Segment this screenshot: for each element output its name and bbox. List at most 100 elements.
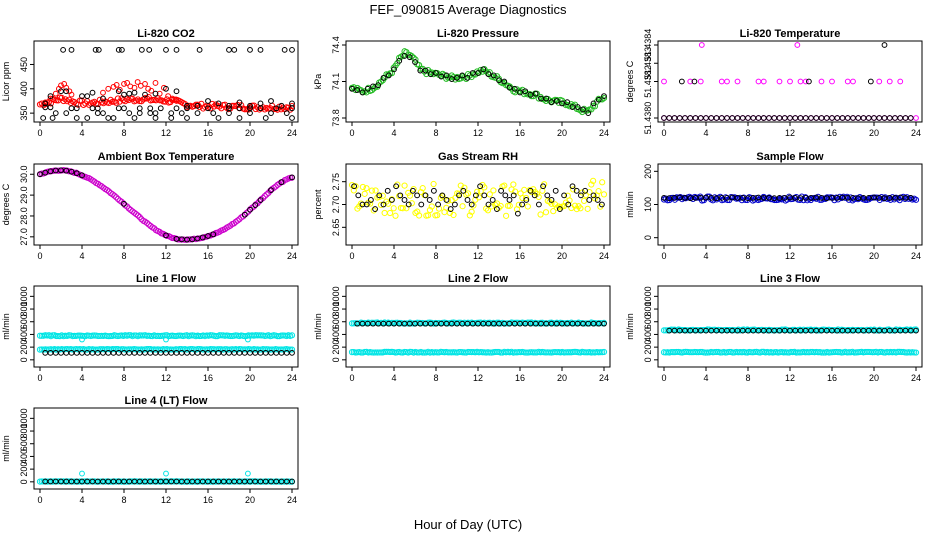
- data-point: [119, 46, 125, 53]
- data-point: [289, 349, 295, 356]
- data-point: [289, 174, 295, 181]
- data-point: [460, 187, 467, 194]
- series-layer: [660, 193, 920, 204]
- data-point: [379, 192, 386, 199]
- y-tick-label: 51.4380: [643, 102, 653, 135]
- data-point: [601, 93, 607, 99]
- x-tick-label: 12: [785, 373, 795, 383]
- data-point: [381, 209, 388, 217]
- data-point: [435, 201, 442, 208]
- x-tick-label: 24: [287, 373, 297, 383]
- data-point: [892, 115, 898, 121]
- data-point: [157, 105, 164, 112]
- data-point: [121, 81, 127, 87]
- data-point: [459, 203, 466, 210]
- data-point: [399, 205, 406, 212]
- x-tick-label: 0: [37, 495, 42, 505]
- data-point: [100, 89, 106, 96]
- data-point: [871, 115, 877, 121]
- data-point: [349, 85, 355, 92]
- panel-title: Line 4 (LT) Flow: [125, 395, 208, 407]
- data-point: [497, 202, 504, 210]
- series-layer: [36, 470, 296, 485]
- data-point: [226, 102, 232, 109]
- data-point: [876, 78, 883, 85]
- data-point: [285, 104, 292, 111]
- data-point: [600, 95, 608, 102]
- data-point: [401, 182, 408, 189]
- data-point: [95, 46, 102, 53]
- data-point: [718, 115, 725, 121]
- x-tick-label: 4: [79, 373, 84, 383]
- x-tick-label: 24: [911, 373, 921, 383]
- data-point: [661, 115, 667, 121]
- data-point: [184, 115, 190, 121]
- data-point: [595, 188, 602, 195]
- data-point: [121, 105, 127, 112]
- data-point: [401, 53, 408, 59]
- data-point: [79, 172, 85, 179]
- data-point: [288, 102, 296, 110]
- data-point: [257, 46, 264, 53]
- data-point: [410, 187, 416, 194]
- data-point: [147, 105, 154, 112]
- panel-title: Line 1 Flow: [136, 273, 196, 285]
- y-tick-label: 200: [19, 462, 29, 477]
- data-point: [913, 327, 919, 334]
- y-tick-label: 400: [643, 327, 653, 342]
- data-point: [287, 346, 294, 353]
- data-point: [729, 115, 736, 121]
- y-axis-label: kPa: [313, 74, 323, 90]
- data-point: [708, 115, 715, 121]
- data-point: [823, 115, 830, 121]
- y-tick-label: 28.0: [19, 207, 29, 225]
- data-point: [427, 71, 434, 78]
- data-point: [600, 348, 608, 356]
- x-tick-label: 8: [121, 251, 126, 261]
- data-point: [89, 89, 96, 96]
- data-point: [559, 100, 565, 107]
- data-point: [543, 95, 550, 102]
- x-tick-label: 8: [745, 128, 750, 138]
- data-point: [504, 202, 512, 209]
- data-point: [468, 208, 475, 215]
- data-point: [506, 202, 513, 209]
- x-tick-label: 20: [869, 373, 879, 383]
- x-tick-label: 4: [79, 495, 84, 505]
- data-point: [84, 115, 91, 121]
- data-point: [531, 192, 538, 199]
- x-tick-label: 4: [391, 251, 396, 261]
- data-point: [540, 183, 546, 190]
- data-point: [63, 167, 70, 174]
- data-point: [116, 86, 123, 93]
- panel-title: Line 3 Flow: [760, 273, 820, 285]
- y-axis-label: ml/min: [313, 313, 323, 340]
- data-point: [63, 110, 70, 117]
- y-tick-label: 400: [19, 449, 29, 464]
- data-point: [419, 185, 426, 192]
- data-point: [392, 212, 399, 219]
- data-point: [361, 190, 368, 197]
- y-tick-label: 200: [643, 164, 653, 179]
- x-tick-label: 4: [703, 251, 708, 261]
- data-point: [205, 105, 211, 112]
- data-point: [522, 194, 530, 202]
- y-tick-label: 51.4382: [643, 65, 653, 98]
- data-point: [506, 84, 513, 91]
- data-point: [503, 212, 510, 219]
- y-tick-label: 0: [643, 235, 653, 240]
- panel-temperature: Li-820 Temperature degrees C 0 4 8 12 16 20 24 51…: [625, 28, 923, 138]
- data-point: [226, 110, 232, 117]
- data-point: [484, 207, 492, 214]
- data-point: [564, 99, 571, 106]
- data-point: [47, 104, 54, 111]
- panel-sample: Sample Flow ml/min 0 4 8 12 16 20 24 0 100 200: [625, 151, 923, 261]
- data-point: [459, 72, 466, 79]
- x-tick-label: 16: [203, 495, 213, 505]
- data-point: [359, 201, 366, 208]
- data-point: [734, 115, 741, 121]
- data-point: [100, 110, 106, 117]
- data-point: [584, 205, 591, 212]
- data-point: [168, 115, 175, 121]
- data-point: [205, 98, 211, 104]
